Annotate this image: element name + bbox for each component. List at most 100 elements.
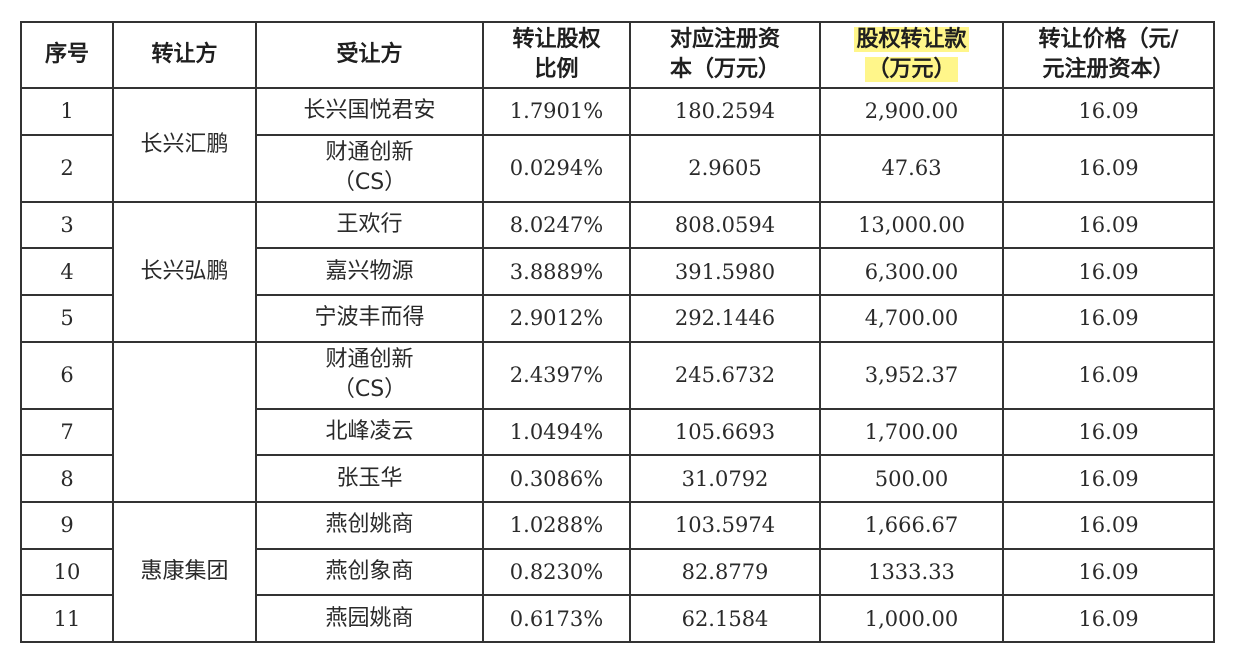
table-row: 10 燕创象商 0.8230% 82.8779 1333.33 16.09 bbox=[20, 547, 1215, 597]
cell-seq: 7 bbox=[20, 407, 114, 457]
cell-ratio: 3.8889% bbox=[482, 247, 631, 296]
cell-capital: 808.0594 bbox=[629, 200, 821, 250]
cell-seq: 6 bbox=[20, 340, 114, 410]
cell-transferee-line1: 财通创新 bbox=[325, 140, 414, 166]
table-row: 11 燕园姚商 0.6173% 62.1584 1,000.00 16.09 bbox=[20, 594, 1215, 643]
cell-ratio: 2.4397% bbox=[482, 340, 631, 410]
cell-capital: 292.1446 bbox=[629, 293, 821, 343]
cell-payment: 2,900.00 bbox=[819, 87, 1004, 136]
cell-transferor bbox=[112, 340, 257, 503]
table-row: 4 嘉兴物源 3.8889% 391.5980 6,300.00 16.09 bbox=[20, 247, 1215, 296]
cell-seq: 9 bbox=[20, 500, 114, 550]
cell-capital: 105.6693 bbox=[629, 407, 821, 457]
header-transferor: 转让方 bbox=[112, 21, 257, 89]
cell-price: 16.09 bbox=[1002, 500, 1215, 550]
cell-payment: 6,300.00 bbox=[819, 247, 1004, 296]
cell-capital: 391.5980 bbox=[629, 247, 821, 296]
cell-payment: 3,952.37 bbox=[819, 340, 1004, 410]
cell-transferee: 燕创象商 bbox=[255, 547, 484, 597]
header-price: 转让价格（元/ 元注册资本） bbox=[1002, 21, 1215, 89]
cell-payment: 1,000.00 bbox=[819, 594, 1004, 643]
cell-transferee: 燕创姚商 bbox=[255, 500, 484, 550]
cell-capital: 103.5974 bbox=[629, 500, 821, 550]
cell-seq: 2 bbox=[20, 133, 114, 203]
cell-seq: 4 bbox=[20, 247, 114, 296]
cell-transferor: 惠康集团 bbox=[112, 500, 257, 644]
cell-transferee: 长兴国悦君安 bbox=[255, 87, 484, 136]
cell-price: 16.09 bbox=[1002, 547, 1215, 597]
cell-transferee: 王欢行 bbox=[255, 200, 484, 250]
table-row: 7 北峰凌云 1.0494% 105.6693 1,700.00 16.09 bbox=[20, 407, 1215, 457]
cell-transferee: 张玉华 bbox=[255, 454, 484, 503]
equity-transfer-table: 序号 转让方 受让方 转让股权 比例 对应注册资 本（万元） 股权转让款 （万元… bbox=[20, 21, 1215, 644]
header-capital-line1: 对应注册资 bbox=[669, 27, 780, 52]
cell-ratio: 8.0247% bbox=[482, 200, 631, 250]
table-row: 9 惠康集团 燕创姚商 1.0288% 103.5974 1,666.67 16… bbox=[20, 500, 1215, 644]
cell-capital: 245.6732 bbox=[629, 340, 821, 410]
cell-payment: 500.00 bbox=[819, 454, 1004, 503]
cell-transferee: 嘉兴物源 bbox=[255, 247, 484, 296]
cell-transferee-line2: （CS） bbox=[332, 377, 407, 403]
table-row: 2 财通创新 （CS） 0.0294% 2.9605 47.63 16.09 bbox=[20, 133, 1215, 203]
cell-transferee-line2: （CS） bbox=[332, 170, 407, 196]
cell-ratio: 1.0288% bbox=[482, 500, 631, 550]
cell-seq: 8 bbox=[20, 454, 114, 503]
cell-price: 16.09 bbox=[1002, 340, 1215, 410]
cell-seq: 3 bbox=[20, 200, 114, 250]
cell-ratio: 0.3086% bbox=[482, 454, 631, 503]
table-row: 1 长兴汇鹏 长兴国悦君安 1.7901% 180.2594 2,900.00 … bbox=[20, 87, 1215, 203]
cell-ratio: 1.7901% bbox=[482, 87, 631, 136]
table-row: 6 财通创新 （CS） 2.4397% 245.6732 3,952.37 16… bbox=[20, 340, 1215, 503]
cell-price: 16.09 bbox=[1002, 247, 1215, 296]
cell-ratio: 0.0294% bbox=[482, 133, 631, 203]
cell-capital: 82.8779 bbox=[629, 547, 821, 597]
cell-ratio: 2.9012% bbox=[482, 293, 631, 343]
cell-price: 16.09 bbox=[1002, 133, 1215, 203]
cell-seq: 5 bbox=[20, 293, 114, 343]
header-payment-line2: （万元） bbox=[865, 57, 958, 82]
cell-payment: 1,700.00 bbox=[819, 407, 1004, 457]
cell-payment: 1333.33 bbox=[819, 547, 1004, 597]
table-row: 8 张玉华 0.3086% 31.0792 500.00 16.09 bbox=[20, 454, 1215, 503]
cell-seq: 11 bbox=[20, 594, 114, 643]
cell-seq: 1 bbox=[20, 87, 114, 136]
header-payment: 股权转让款 （万元） bbox=[819, 21, 1004, 89]
header-capital-line2: 本（万元） bbox=[669, 57, 780, 82]
header-ratio: 转让股权 比例 bbox=[482, 21, 631, 89]
cell-capital: 180.2594 bbox=[629, 87, 821, 136]
header-price-line1: 转让价格（元/ bbox=[1038, 27, 1179, 52]
cell-payment: 47.63 bbox=[819, 133, 1004, 203]
cell-transferee: 北峰凌云 bbox=[255, 407, 484, 457]
cell-price: 16.09 bbox=[1002, 87, 1215, 136]
cell-price: 16.09 bbox=[1002, 454, 1215, 503]
cell-transferor: 长兴弘鹏 bbox=[112, 200, 257, 343]
header-ratio-line1: 转让股权 bbox=[512, 27, 601, 52]
header-ratio-line2: 比例 bbox=[534, 57, 579, 82]
cell-price: 16.09 bbox=[1002, 293, 1215, 343]
table-row: 5 宁波丰而得 2.9012% 292.1446 4,700.00 16.09 bbox=[20, 293, 1215, 343]
cell-capital: 62.1584 bbox=[629, 594, 821, 643]
cell-transferee: 燕园姚商 bbox=[255, 594, 484, 643]
cell-ratio: 1.0494% bbox=[482, 407, 631, 457]
equity-transfer-table-container: 序号 转让方 受让方 转让股权 比例 对应注册资 本（万元） 股权转让款 （万元… bbox=[20, 21, 1215, 644]
cell-capital: 2.9605 bbox=[629, 133, 821, 203]
header-price-line2: 元注册资本） bbox=[1042, 57, 1175, 82]
header-row: 序号 转让方 受让方 转让股权 比例 对应注册资 本（万元） 股权转让款 （万元… bbox=[20, 21, 1215, 89]
cell-ratio: 0.8230% bbox=[482, 547, 631, 597]
cell-price: 16.09 bbox=[1002, 200, 1215, 250]
cell-transferee-line1: 财通创新 bbox=[325, 347, 414, 373]
header-seq: 序号 bbox=[20, 21, 114, 89]
cell-price: 16.09 bbox=[1002, 407, 1215, 457]
cell-seq: 10 bbox=[20, 547, 114, 597]
cell-price: 16.09 bbox=[1002, 594, 1215, 643]
cell-transferor: 长兴汇鹏 bbox=[112, 87, 257, 203]
cell-capital: 31.0792 bbox=[629, 454, 821, 503]
header-capital: 对应注册资 本（万元） bbox=[629, 21, 821, 89]
cell-payment: 4,700.00 bbox=[819, 293, 1004, 343]
cell-ratio: 0.6173% bbox=[482, 594, 631, 643]
cell-payment: 13,000.00 bbox=[819, 200, 1004, 250]
cell-payment: 1,666.67 bbox=[819, 500, 1004, 550]
table-row: 3 长兴弘鹏 王欢行 8.0247% 808.0594 13,000.00 16… bbox=[20, 200, 1215, 343]
cell-transferee: 宁波丰而得 bbox=[255, 293, 484, 343]
header-transferee: 受让方 bbox=[255, 21, 484, 89]
